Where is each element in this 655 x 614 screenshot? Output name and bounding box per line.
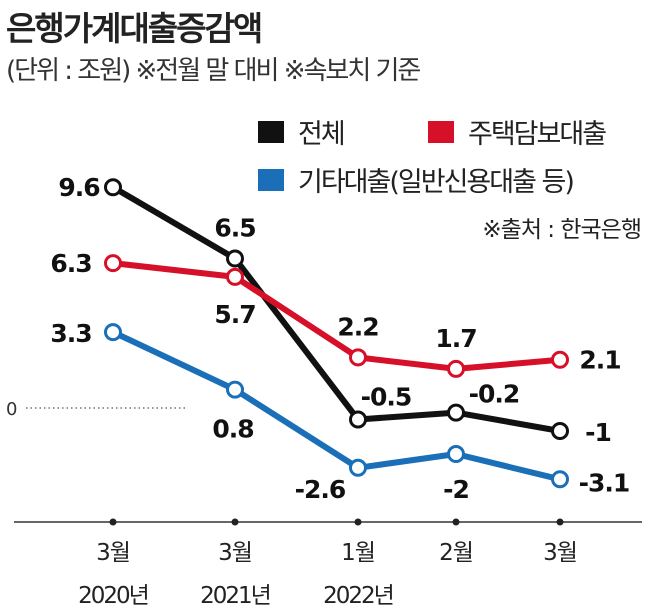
data-label: 3.3 [50,319,91,348]
data-label: -3.1 [579,468,630,497]
data-label: 1.7 [435,324,476,353]
x-tick-year-label: 2020년 [78,583,148,609]
legend-swatch [258,168,284,191]
data-label: -2.6 [295,475,346,504]
data-point [447,445,465,463]
data-label: 5.7 [214,300,255,329]
data-label: 2.1 [579,346,620,375]
data-label: -0.5 [361,383,412,412]
legend-item-mortgage: 주택담보대출 [428,112,607,151]
legend-swatch [428,120,454,143]
x-tick-label: 3월 [96,540,130,566]
data-point [349,410,367,429]
data-point [226,267,244,286]
legend-label: 전체 [298,119,346,150]
x-tick [452,518,460,526]
chart-title: 은행가계대출증감액 [6,9,263,48]
data-point [104,178,122,197]
x-tick [354,518,362,526]
source-note: ※출처 : 한국은행 [482,217,642,243]
data-point [447,359,465,378]
x-tick [556,518,564,526]
data-point [551,470,569,489]
data-point [104,323,122,342]
x-tick-year-label: 2022년 [323,583,393,609]
data-label: 0.8 [212,415,253,444]
legend-swatch [258,120,284,143]
zero-label: 0 [6,399,17,420]
legend-item-total: 전체 [258,112,346,151]
x-tick-year-label: 2021년 [200,583,270,609]
data-label: 6.3 [50,249,91,278]
data-label: 6.5 [214,214,255,243]
x-tick [109,518,117,526]
data-point [447,403,465,422]
x-tick-label: 3월 [218,540,252,566]
legend-label: 주택담보대출 [468,119,607,150]
data-label: 2.2 [337,312,378,341]
x-tick [231,518,239,526]
x-tick-label: 1월 [341,540,375,566]
x-tick-label: 2월 [439,540,473,566]
data-point [349,348,367,367]
data-point [551,350,569,369]
data-label: -2 [443,475,469,504]
data-point [104,254,122,273]
data-label: 9.6 [58,173,100,202]
data-point [226,249,244,268]
data-label: -0.2 [469,380,520,409]
data-point [551,422,569,440]
legend-item-other: 기타대출(일반신용대출 등) [258,160,575,199]
legend-label: 기타대출(일반신용대출 등) [298,167,575,198]
data-label: -1 [585,418,611,447]
x-tick-label: 3월 [543,540,577,566]
data-point [226,380,244,399]
chart-subtitle: (단위 : 조원) ※전월 말 대비 ※속보치 기준 [6,56,421,86]
data-point [349,458,367,477]
